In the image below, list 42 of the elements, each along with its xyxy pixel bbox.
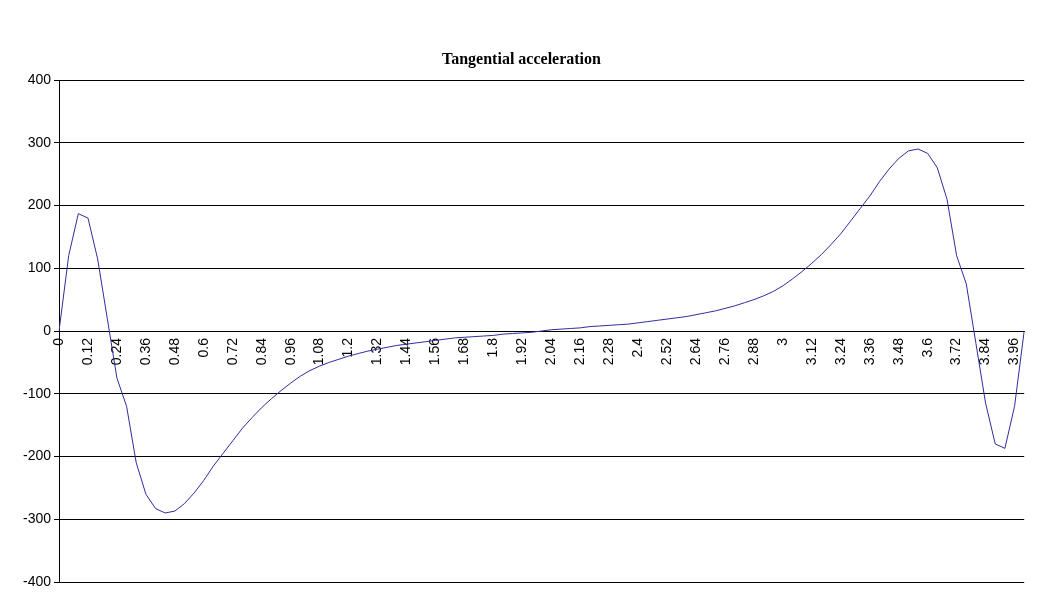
x-tick-label: 2.16 — [571, 337, 588, 366]
y-tick-label: -300 — [22, 510, 52, 527]
x-tick-label: 0.84 — [252, 337, 269, 366]
x-tick-label: 0.36 — [136, 337, 153, 366]
x-tick-label: 1.8 — [484, 337, 501, 358]
y-tick-label: -400 — [22, 572, 52, 589]
x-tick-label: 2.04 — [542, 337, 559, 366]
y-tick-label: -100 — [22, 384, 52, 401]
x-tick-label: 3.48 — [889, 337, 906, 366]
x-tick-label: 1.56 — [426, 337, 443, 366]
x-tick-label: 3.6 — [918, 337, 935, 358]
y-tick-label: 200 — [27, 196, 52, 213]
x-tick-label: 0.96 — [281, 337, 298, 366]
x-tick-label: 1.08 — [310, 337, 327, 366]
y-tick-label: 100 — [27, 259, 52, 276]
x-tick-label: 2.4 — [628, 337, 645, 358]
x-tick-label: 1.92 — [513, 337, 530, 366]
x-tick-label: 2.52 — [657, 337, 674, 366]
x-tick-label: 3.84 — [976, 337, 993, 366]
x-tick-label: 2.88 — [744, 337, 761, 366]
x-tick-label: 2.64 — [686, 337, 703, 366]
x-tick-label: 1.32 — [368, 337, 385, 366]
x-tick-label: 3.72 — [947, 337, 964, 366]
x-tick-label: 2.28 — [600, 337, 617, 366]
x-tick-label: 3.24 — [831, 337, 848, 366]
x-tick-label: 1.68 — [455, 337, 472, 366]
x-tick-label: 1.2 — [339, 337, 356, 358]
x-tick-label: 3.36 — [860, 337, 877, 366]
y-tick-label: -200 — [22, 447, 52, 464]
x-tick-label: 2.76 — [715, 337, 732, 366]
x-tick-label: 0.6 — [194, 337, 211, 358]
x-tick-label: 0.72 — [223, 337, 240, 366]
x-tick-label: 3 — [773, 337, 790, 346]
y-tick-label: 400 — [27, 70, 52, 87]
y-tick-label: 300 — [27, 133, 52, 150]
x-tick-label: 1.44 — [397, 337, 414, 366]
x-tick-label: 0.24 — [107, 337, 124, 366]
x-tick-label: 0.12 — [78, 337, 95, 366]
chart-title: Tangential acceleration — [441, 50, 602, 68]
x-tick-label: 3.12 — [802, 337, 819, 366]
x-tick-label: 3.96 — [1005, 337, 1022, 366]
x-tick-label: 0.48 — [165, 337, 182, 366]
